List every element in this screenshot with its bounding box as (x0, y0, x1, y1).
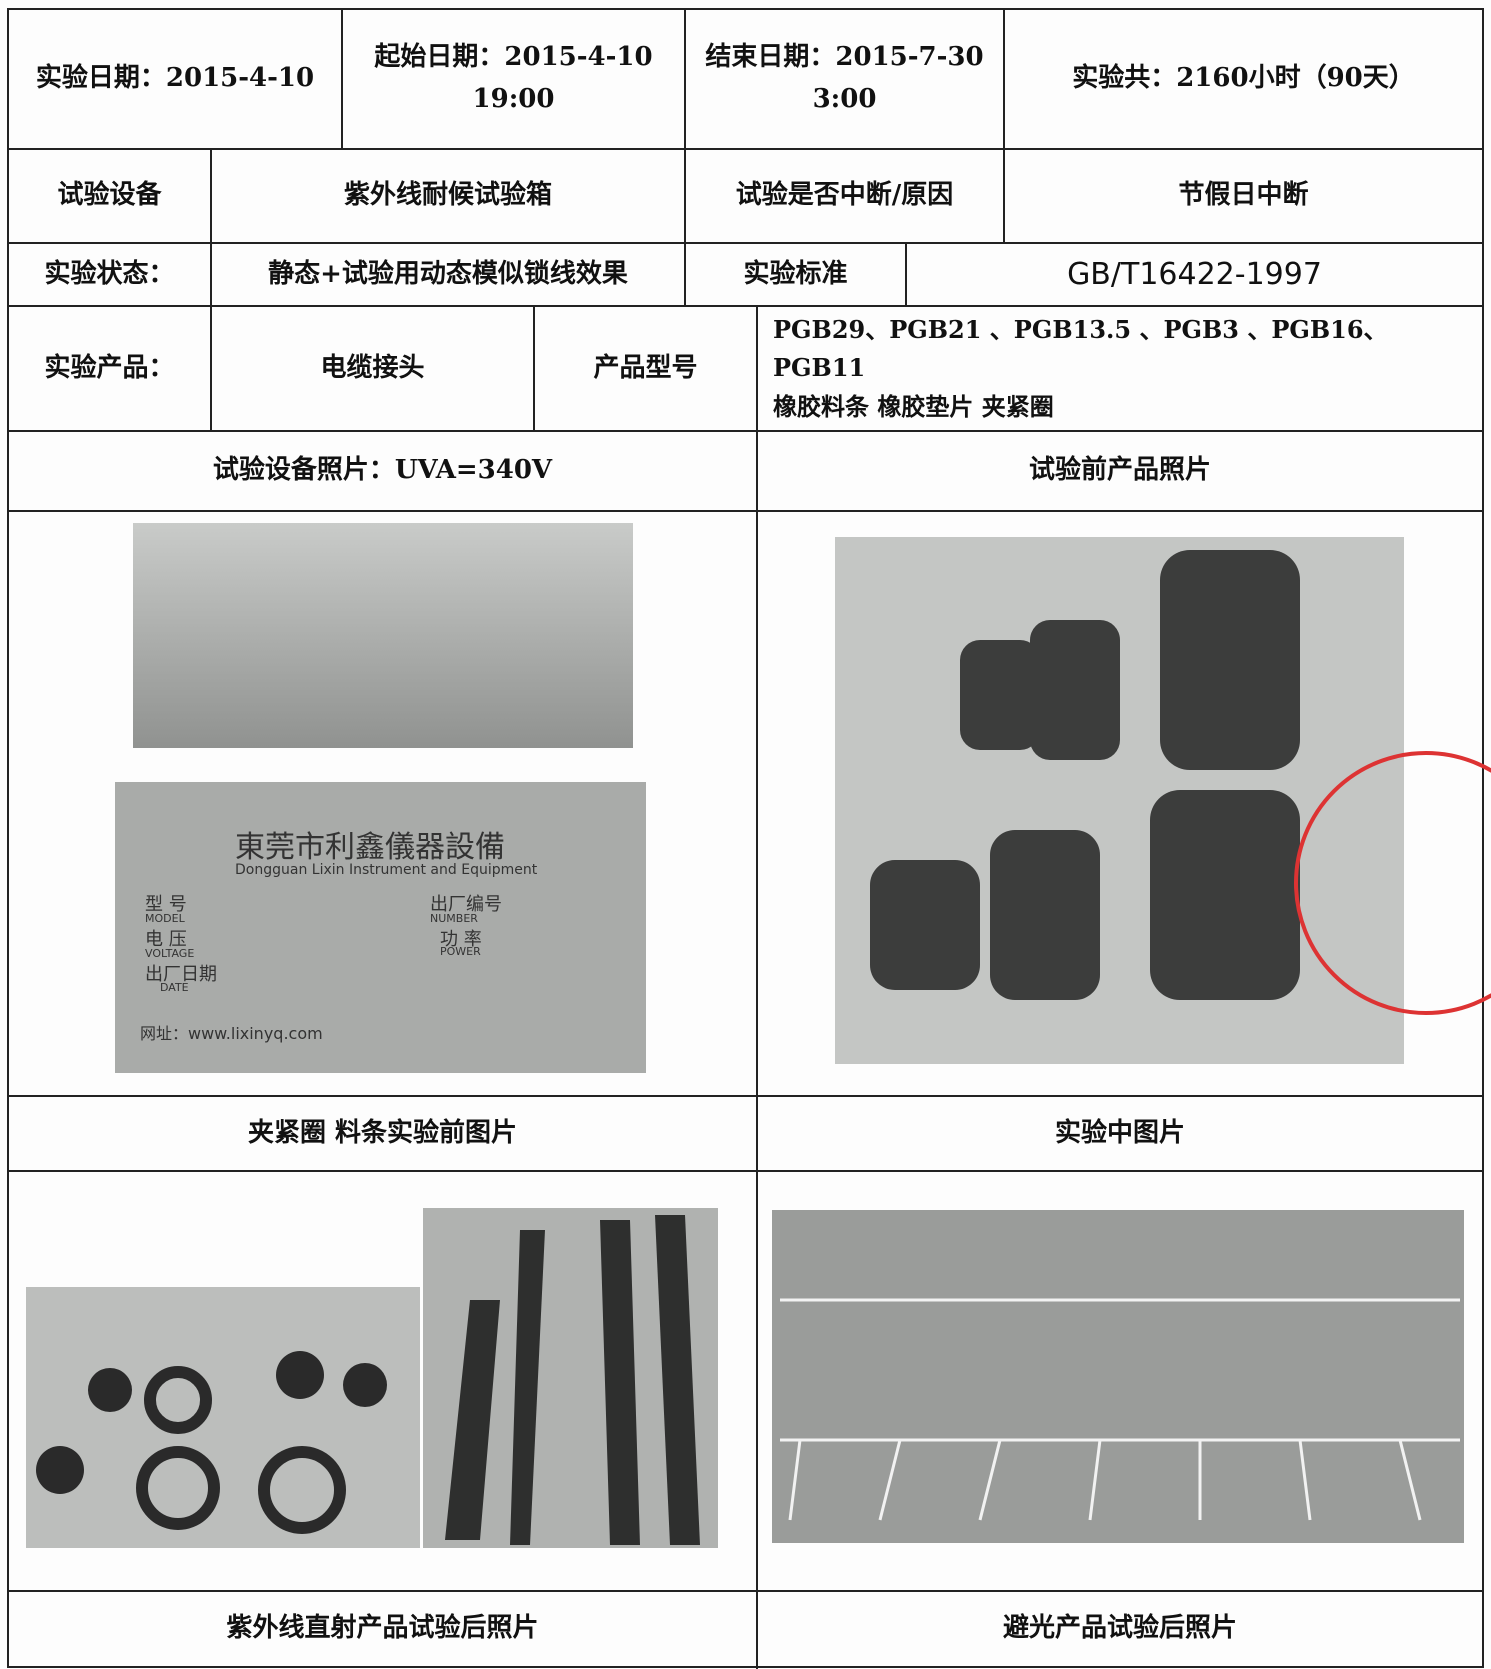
cabinet-photo (772, 1210, 1464, 1543)
cell: GB/T16422-1997 (1067, 256, 1322, 292)
cell: 实验产品： (44, 352, 175, 383)
equipment-photo (133, 523, 633, 748)
nameplate-text: Dongguan Lixin Instrument and Equipment (235, 862, 538, 878)
nameplate-text: 功 率 (440, 929, 482, 950)
clamp-photo (26, 1287, 420, 1548)
nameplate-text: DATE (160, 981, 189, 994)
ring-shapes (136, 1366, 346, 1534)
cell: 起始日期：2015-4-10 19:00 (374, 42, 653, 114)
cap-shapes (36, 1351, 387, 1494)
nameplate-text: VOLTAGE (145, 947, 195, 960)
cell: 试验前产品照片 (1028, 455, 1211, 486)
red-stamp (1294, 751, 1491, 1015)
nameplate-text: MODEL (145, 912, 185, 925)
nameplate-text: 出厂编号 (430, 894, 502, 915)
cell: 试验设备照片：UVA=340V (212, 455, 553, 486)
cell: 静态+试验用动态模似锁线效果 (268, 258, 628, 289)
cell: 节假日中断 (1178, 180, 1309, 211)
nameplate-text: 出厂日期 (145, 964, 217, 985)
shelf-lines (780, 1298, 1460, 1521)
grid-lines (7, 8, 1484, 1669)
cell: 避光产品试验后照片 (1002, 1613, 1237, 1644)
strip-shapes (445, 1215, 700, 1545)
connector-shapes (870, 550, 1300, 1000)
cell: 实验中图片 (1054, 1117, 1185, 1148)
cell: 试验设备 (57, 180, 162, 211)
cell: PGB29、PGB21 、PGB13.5 、PGB3 、PGB16、 PGB11… (773, 314, 1388, 421)
cell: 产品型号 (593, 352, 698, 383)
cell: 紫外线直射产品试验后照片 (226, 1613, 539, 1644)
photos (26, 523, 1491, 1548)
nameplate-text: 电 压 (145, 929, 187, 950)
nameplate-text: POWER (440, 945, 481, 958)
nameplate-text: NUMBER (430, 912, 478, 925)
cell: 实验状态： (44, 258, 175, 289)
nameplate-text: 网址：www.lixinyq.com (140, 1024, 323, 1043)
cell: 紫外线耐候试验箱 (343, 180, 552, 211)
nameplate-text: 東莞市利鑫儀器設備 (235, 830, 505, 865)
cell: 实验日期：2015-4-10 (35, 63, 315, 94)
cell: 结束日期：2015-7-30 3:00 (705, 42, 984, 114)
nameplate-text: 型 号 (145, 894, 187, 915)
nameplate-photo (115, 782, 646, 1073)
cell: 实验共：2160小时（90天） (1072, 63, 1415, 94)
cell: 夹紧圈 料条实验前图片 (247, 1117, 518, 1148)
cell: 实验标准 (743, 258, 848, 289)
cell: 试验是否中断/原因 (735, 180, 954, 211)
cell: 电缆接头 (320, 352, 425, 383)
